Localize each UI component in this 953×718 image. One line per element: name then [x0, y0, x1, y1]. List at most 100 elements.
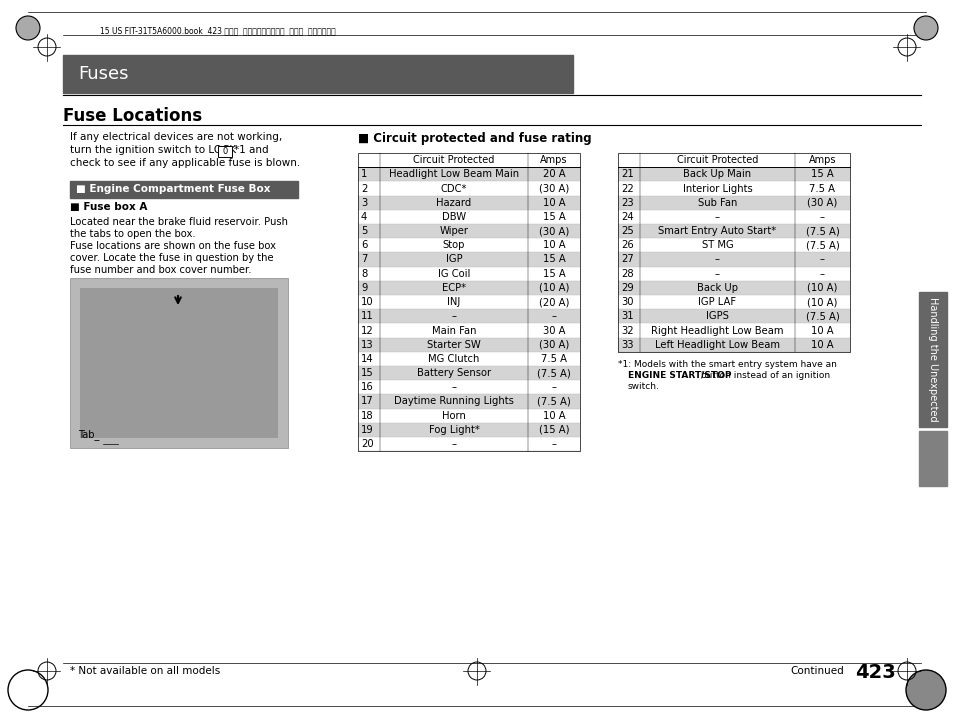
Text: (7.5 A): (7.5 A) [804, 241, 839, 251]
Text: 27: 27 [620, 254, 633, 264]
Bar [918, 431, 946, 486]
Text: Fog Light*: Fog Light* [428, 425, 479, 435]
Text: 18: 18 [360, 411, 374, 421]
Text: –: – [714, 212, 720, 222]
Text: (30 A): (30 A) [538, 226, 569, 236]
Text: 3: 3 [360, 197, 367, 208]
Bar [357, 394, 579, 409]
Bar [357, 182, 579, 195]
Text: 1: 1 [360, 169, 367, 180]
Text: (15 A): (15 A) [538, 425, 569, 435]
Bar [357, 437, 579, 451]
Text: (7.5 A): (7.5 A) [537, 396, 570, 406]
Text: Circuit Protected: Circuit Protected [676, 155, 758, 165]
Text: 31: 31 [620, 312, 633, 321]
Text: 15 US FIT-31T5A6000.book  423 ページ  ２０１４年３月６日  木曜日  午後７時５分: 15 US FIT-31T5A6000.book 423 ページ ２０１４年３月… [100, 26, 335, 35]
Text: Back Up: Back Up [697, 283, 738, 293]
Bar [618, 153, 849, 167]
Text: Smart Entry Auto Start*: Smart Entry Auto Start* [658, 226, 776, 236]
Bar [357, 153, 579, 451]
Text: 24: 24 [620, 212, 633, 222]
Bar [357, 210, 579, 224]
Text: Continued: Continued [789, 666, 842, 676]
Text: Circuit Protected: Circuit Protected [413, 155, 495, 165]
Text: ECP*: ECP* [441, 283, 466, 293]
Bar [357, 153, 579, 167]
Text: Amps: Amps [539, 155, 567, 165]
Text: the tabs to open the box.: the tabs to open the box. [70, 229, 195, 239]
Text: 30: 30 [620, 297, 633, 307]
Bar [357, 281, 579, 295]
Text: check to see if any applicable fuse is blown.: check to see if any applicable fuse is b… [70, 158, 300, 168]
Text: 10 A: 10 A [810, 325, 833, 335]
Text: 10 A: 10 A [542, 241, 565, 251]
Text: 26: 26 [620, 241, 633, 251]
Text: Back Up Main: Back Up Main [682, 169, 751, 180]
Text: 8: 8 [360, 269, 367, 279]
Text: 20 A: 20 A [542, 169, 565, 180]
Text: If any electrical devices are not working,: If any electrical devices are not workin… [70, 132, 282, 142]
Text: (7.5 A): (7.5 A) [804, 226, 839, 236]
Text: (10 A): (10 A) [806, 283, 837, 293]
Text: ■ Fuse box A: ■ Fuse box A [70, 202, 147, 212]
Text: Interior Lights: Interior Lights [682, 184, 752, 193]
Bar [618, 309, 849, 323]
Text: ST MG: ST MG [700, 241, 733, 251]
Circle shape [913, 16, 937, 40]
Bar [357, 423, 579, 437]
Text: cover. Locate the fuse in question by the: cover. Locate the fuse in question by th… [70, 253, 274, 263]
Text: * Not available on all models: * Not available on all models [70, 666, 220, 676]
Text: ENGINE START/STOP: ENGINE START/STOP [627, 370, 731, 380]
Text: 28: 28 [620, 269, 633, 279]
Text: 30 A: 30 A [542, 325, 565, 335]
Text: 19: 19 [360, 425, 374, 435]
Text: 15 A: 15 A [542, 212, 565, 222]
Bar [70, 181, 297, 198]
Text: (7.5 A): (7.5 A) [804, 312, 839, 321]
Text: 0: 0 [222, 147, 228, 157]
Text: Right Headlight Low Beam: Right Headlight Low Beam [651, 325, 783, 335]
Text: (20 A): (20 A) [538, 297, 569, 307]
Text: Battery Sensor: Battery Sensor [416, 368, 491, 378]
Text: 23: 23 [620, 197, 633, 208]
Text: ■ Circuit protected and fuse rating: ■ Circuit protected and fuse rating [357, 132, 591, 145]
Text: Located near the brake fluid reservoir. Push: Located near the brake fluid reservoir. … [70, 217, 288, 227]
Text: 13: 13 [360, 340, 374, 350]
Bar [357, 366, 579, 381]
Text: 15: 15 [360, 368, 374, 378]
Bar [357, 253, 579, 266]
Text: 16: 16 [360, 382, 374, 392]
Text: –: – [451, 382, 456, 392]
Bar [357, 323, 579, 337]
Text: 15 A: 15 A [810, 169, 833, 180]
Text: *1: Models with the smart entry system have an: *1: Models with the smart entry system h… [618, 360, 836, 369]
Text: Daytime Running Lights: Daytime Running Lights [394, 396, 514, 406]
Text: –: – [820, 254, 824, 264]
Bar [80, 288, 277, 438]
Text: 7.5 A: 7.5 A [809, 184, 835, 193]
Text: –: – [451, 439, 456, 449]
Text: 2: 2 [360, 184, 367, 193]
Text: Fuses: Fuses [78, 65, 129, 83]
Text: Horn: Horn [441, 411, 465, 421]
Text: (30 A): (30 A) [538, 184, 569, 193]
Bar [618, 238, 849, 253]
Text: Handling the Unexpected: Handling the Unexpected [927, 297, 937, 421]
Text: DBW: DBW [441, 212, 466, 222]
Text: 7: 7 [360, 254, 367, 264]
Text: (30 A): (30 A) [538, 340, 569, 350]
Text: (30 A): (30 A) [806, 197, 837, 208]
Text: 10 A: 10 A [542, 197, 565, 208]
Text: Left Headlight Low Beam: Left Headlight Low Beam [655, 340, 780, 350]
Bar [357, 295, 579, 309]
Text: MG Clutch: MG Clutch [428, 354, 479, 364]
Text: 423: 423 [854, 663, 895, 683]
Text: (7.5 A): (7.5 A) [537, 368, 570, 378]
Text: Starter SW: Starter SW [427, 340, 480, 350]
Bar [357, 409, 579, 423]
Text: 25: 25 [620, 226, 633, 236]
Text: 10: 10 [360, 297, 374, 307]
Bar [618, 153, 849, 352]
Text: Stop: Stop [442, 241, 465, 251]
Text: Fuse Locations: Fuse Locations [63, 107, 202, 125]
